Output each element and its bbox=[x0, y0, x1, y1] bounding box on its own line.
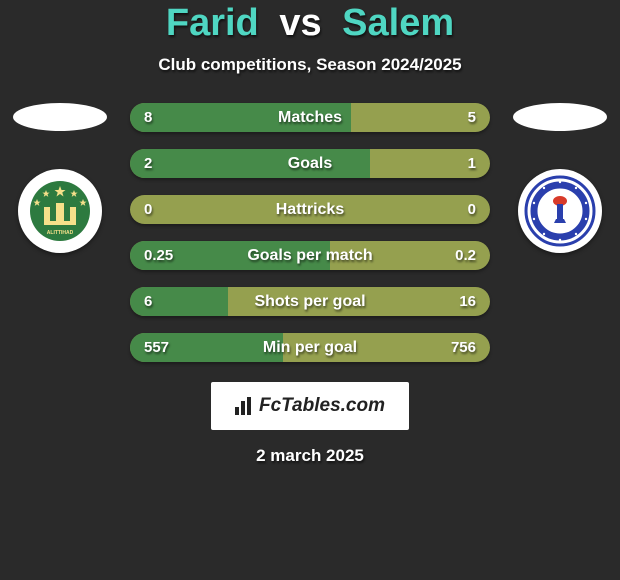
stat-label: Min per goal bbox=[130, 339, 490, 357]
stat-bar: 8Matches5 bbox=[130, 103, 490, 132]
left-club-logo: ALITTIHAD bbox=[18, 169, 102, 253]
stat-bar: 0Hattricks0 bbox=[130, 195, 490, 224]
stat-right-value: 1 bbox=[468, 155, 476, 172]
stat-bar: 6Shots per goal16 bbox=[130, 287, 490, 316]
stat-right-value: 16 bbox=[459, 293, 476, 310]
main-area: ALITTIHAD bbox=[0, 103, 620, 362]
bar-chart-icon bbox=[235, 397, 255, 415]
player2-name: Salem bbox=[342, 2, 454, 44]
stat-bar: 2Goals1 bbox=[130, 149, 490, 178]
stat-label: Goals per match bbox=[130, 247, 490, 265]
stat-bar: 0.25Goals per match0.2 bbox=[130, 241, 490, 270]
stat-label: Goals bbox=[130, 155, 490, 173]
stat-label: Hattricks bbox=[130, 201, 490, 219]
stats-column: 8Matches52Goals10Hattricks00.25Goals per… bbox=[130, 103, 490, 362]
svg-text:ALITTIHAD: ALITTIHAD bbox=[47, 230, 74, 236]
stat-label: Shots per goal bbox=[130, 293, 490, 311]
stat-bar: 557Min per goal756 bbox=[130, 333, 490, 362]
smouha-logo-icon bbox=[522, 173, 598, 249]
alittihad-logo-icon: ALITTIHAD bbox=[22, 173, 98, 249]
vs-label: vs bbox=[279, 2, 321, 44]
comparison-infographic: Farid vs Salem Club competitions, Season… bbox=[0, 0, 620, 466]
stat-right-value: 0.2 bbox=[455, 247, 476, 264]
stat-right-value: 756 bbox=[451, 339, 476, 356]
subtitle: Club competitions, Season 2024/2025 bbox=[158, 55, 461, 75]
right-club-logo bbox=[518, 169, 602, 253]
player1-photo-placeholder bbox=[13, 103, 107, 131]
title: Farid vs Salem bbox=[166, 2, 454, 45]
watermark-text: FcTables.com bbox=[259, 395, 385, 417]
stat-right-value: 0 bbox=[468, 201, 476, 218]
match-date: 2 march 2025 bbox=[256, 446, 364, 466]
player1-name: Farid bbox=[166, 2, 259, 44]
stat-label: Matches bbox=[130, 109, 490, 127]
right-column bbox=[510, 103, 610, 253]
stat-right-value: 5 bbox=[468, 109, 476, 126]
watermark: FcTables.com bbox=[211, 382, 409, 430]
left-column: ALITTIHAD bbox=[10, 103, 110, 253]
player2-photo-placeholder bbox=[513, 103, 607, 131]
